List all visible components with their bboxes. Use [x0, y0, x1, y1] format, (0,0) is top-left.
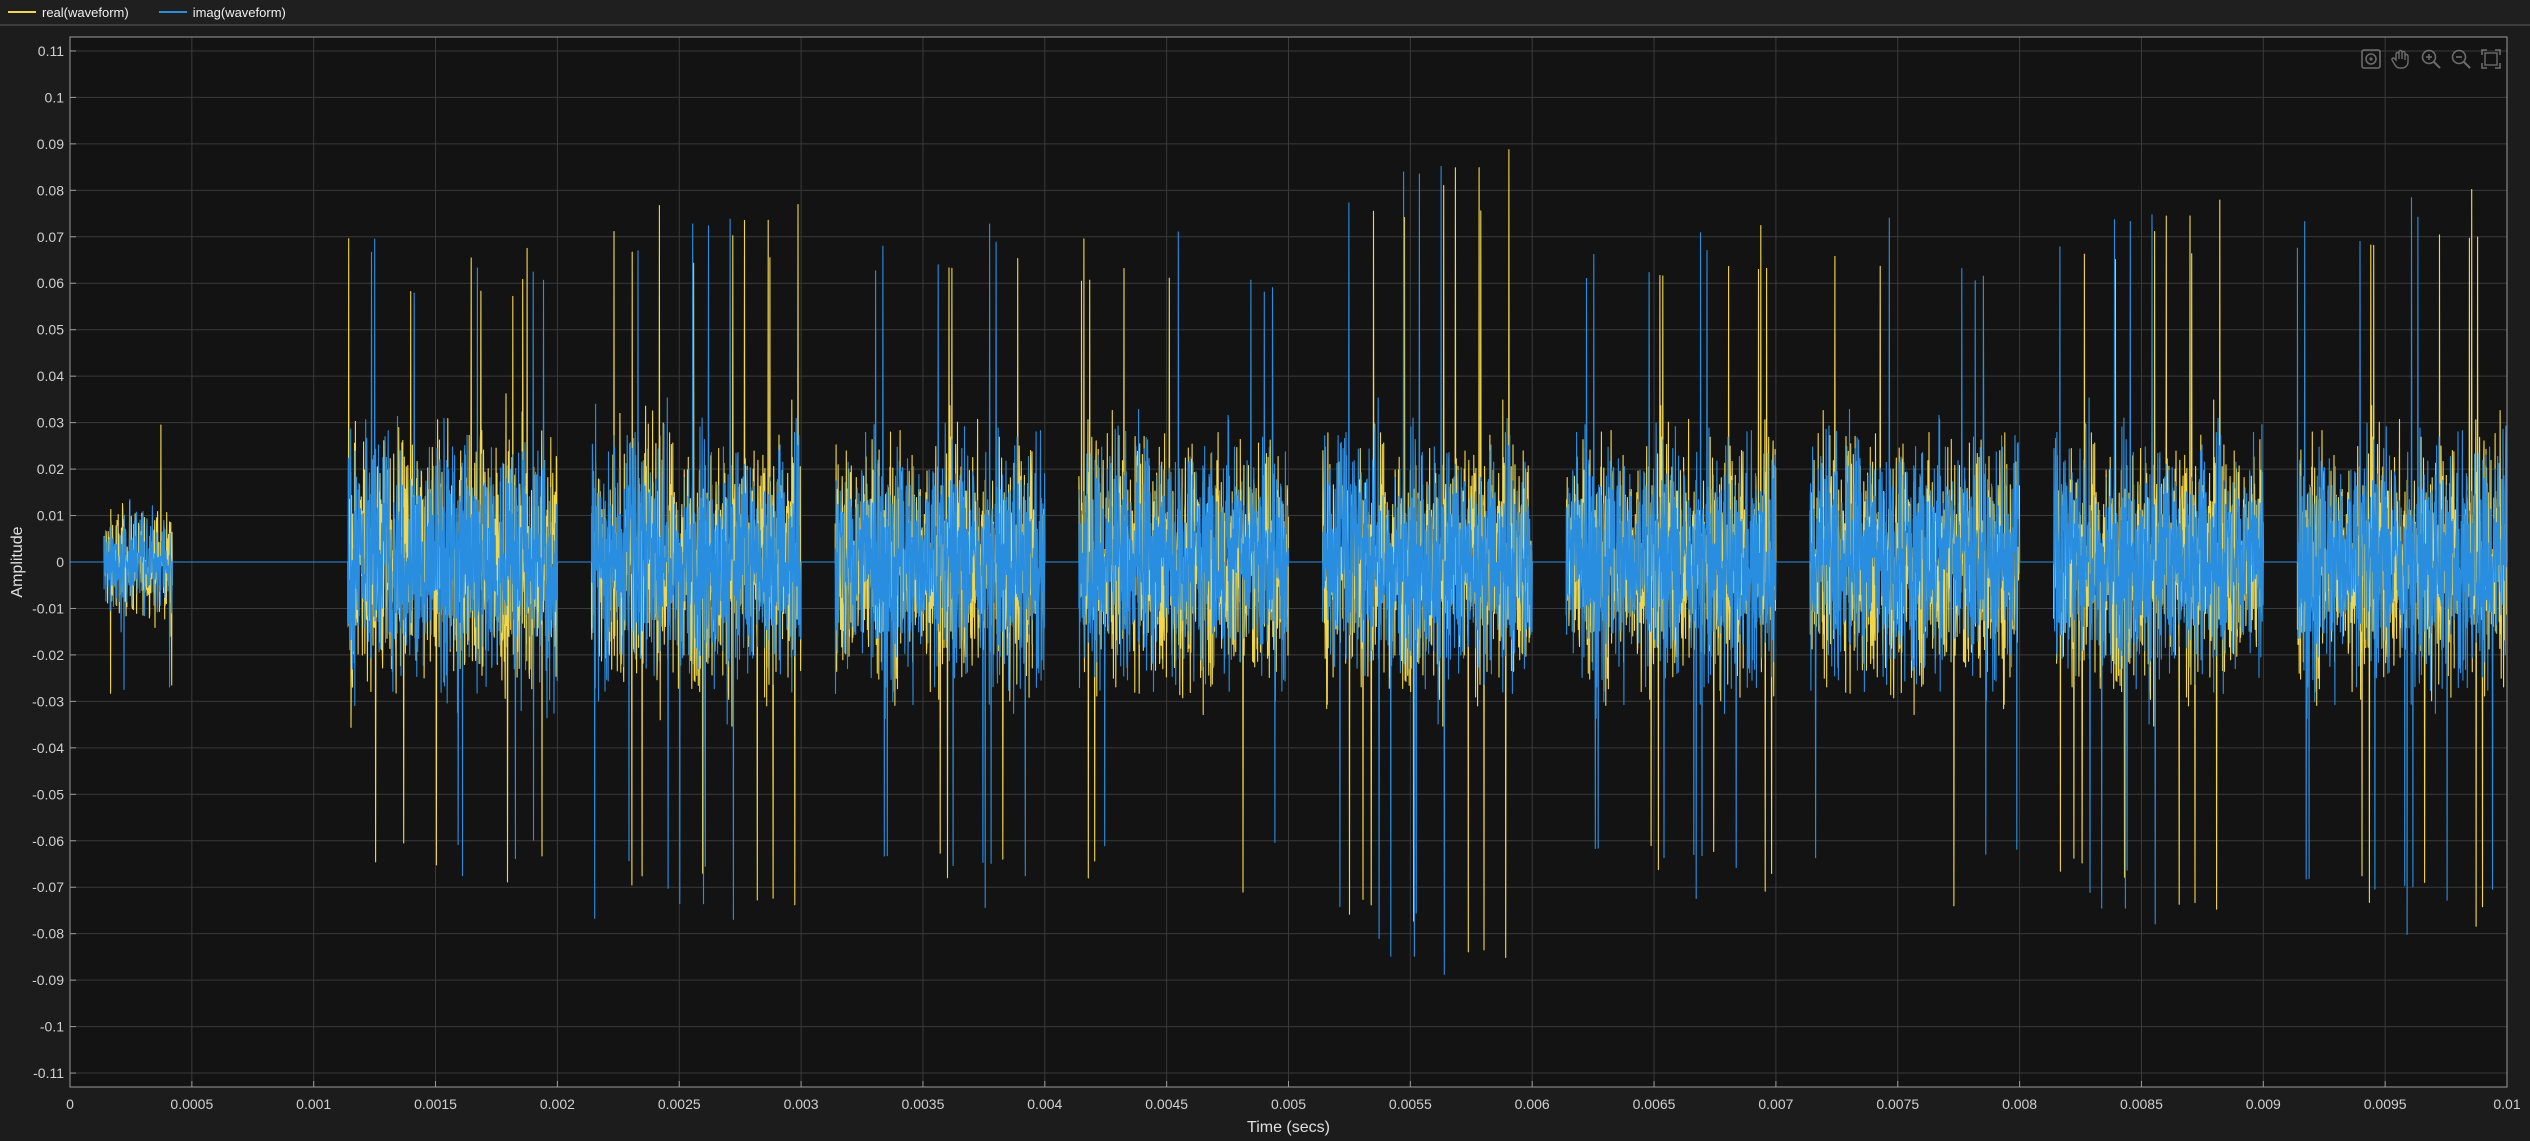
restore-view-button[interactable]: [2358, 46, 2384, 72]
pan-button[interactable]: [2388, 46, 2414, 72]
x-tick-label: 0.002: [540, 1096, 575, 1112]
x-tick-label: 0.0085: [2120, 1096, 2163, 1112]
x-tick-label: 0.007: [1758, 1096, 1793, 1112]
y-tick-label: -0.11: [33, 1065, 64, 1081]
x-tick-label: 0.01: [2493, 1096, 2520, 1112]
zoom-in-icon: [2421, 49, 2441, 69]
y-tick-label: 0.07: [37, 229, 64, 245]
restore-view-icon: [2361, 49, 2381, 69]
y-tick-label: 0.05: [37, 322, 64, 338]
legend-swatch-real: [8, 11, 36, 13]
x-tick-label: 0.003: [784, 1096, 819, 1112]
fit-to-view-button[interactable]: [2478, 46, 2504, 72]
pan-icon: [2391, 49, 2409, 69]
y-tick-label: 0.04: [37, 368, 64, 384]
legend-item-real[interactable]: real(waveform): [8, 5, 129, 20]
y-tick-label: -0.05: [32, 786, 64, 802]
y-tick-label: 0.03: [37, 415, 64, 431]
x-axis-label: Time (secs): [1247, 1119, 1330, 1136]
y-tick-label: -0.03: [32, 693, 64, 709]
y-tick-label: 0.11: [38, 43, 64, 59]
tick-labels: 0 0.0005 0.001 0.0015 0.002 0.0025 0.003 0.0035…: [32, 43, 2521, 1112]
legend-label-real: real(waveform): [42, 4, 129, 20]
axes-frame: [69, 36, 2508, 1088]
x-tick-label: 0.0025: [658, 1096, 701, 1112]
x-tick-label: 0.0045: [1145, 1096, 1188, 1112]
legend-swatch-imag: [158, 11, 187, 13]
x-tick-label: 0.006: [1515, 1096, 1550, 1112]
x-tick-label: 0.0075: [1876, 1096, 1919, 1112]
axes-toolbar: [2358, 46, 2504, 72]
zoom-out-button[interactable]: [2448, 46, 2474, 72]
y-tick-label: -0.07: [32, 879, 64, 895]
legend: real(waveform) imag(waveform): [0, 0, 2530, 26]
x-tick-label: 0.0065: [1633, 1096, 1676, 1112]
y-axis-label: Amplitude: [9, 526, 26, 597]
y-tick-label: -0.09: [32, 972, 64, 988]
y-tick-label: -0.01: [32, 600, 64, 616]
y-tick-label: -0.08: [32, 926, 64, 942]
y-tick-label: -0.1: [40, 1019, 64, 1035]
zoom-in-button[interactable]: [2418, 46, 2444, 72]
x-tick-label: 0.001: [296, 1096, 331, 1112]
x-tick-label: 0.0095: [2364, 1096, 2407, 1112]
series-imag-waveform: [70, 165, 2508, 975]
y-tick-label: 0.1: [45, 89, 65, 105]
x-tick-label: 0.005: [1271, 1096, 1306, 1112]
x-tick-label: 0.004: [1027, 1096, 1062, 1112]
x-tick-label: 0.0035: [902, 1096, 945, 1112]
y-tick-label: -0.02: [32, 647, 64, 663]
y-tick-label: 0.09: [37, 136, 64, 152]
fit-to-view-icon: [2481, 49, 2501, 69]
zoom-out-icon: [2451, 49, 2471, 69]
x-tick-label: 0.009: [2246, 1096, 2281, 1112]
x-tick-label: 0.0055: [1389, 1096, 1432, 1112]
legend-item-imag[interactable]: imag(waveform): [158, 4, 286, 20]
y-tick-label: 0.01: [37, 508, 64, 524]
legend-label-imag: imag(waveform): [192, 4, 286, 20]
x-tick-label: 0: [66, 1096, 74, 1112]
y-tick-label: 0.08: [37, 182, 64, 198]
y-tick-label: 0.06: [37, 275, 64, 291]
y-tick-label: 0.02: [37, 461, 64, 477]
x-tick-label: 0.0015: [414, 1096, 457, 1112]
series-layer: [70, 149, 2508, 975]
x-tick-label: 0.0005: [170, 1096, 213, 1112]
x-tick-label: 0.008: [2002, 1096, 2037, 1112]
y-tick-label: -0.04: [32, 740, 64, 756]
y-tick-label: -0.06: [32, 833, 64, 849]
y-tick-label: 0: [56, 554, 64, 570]
